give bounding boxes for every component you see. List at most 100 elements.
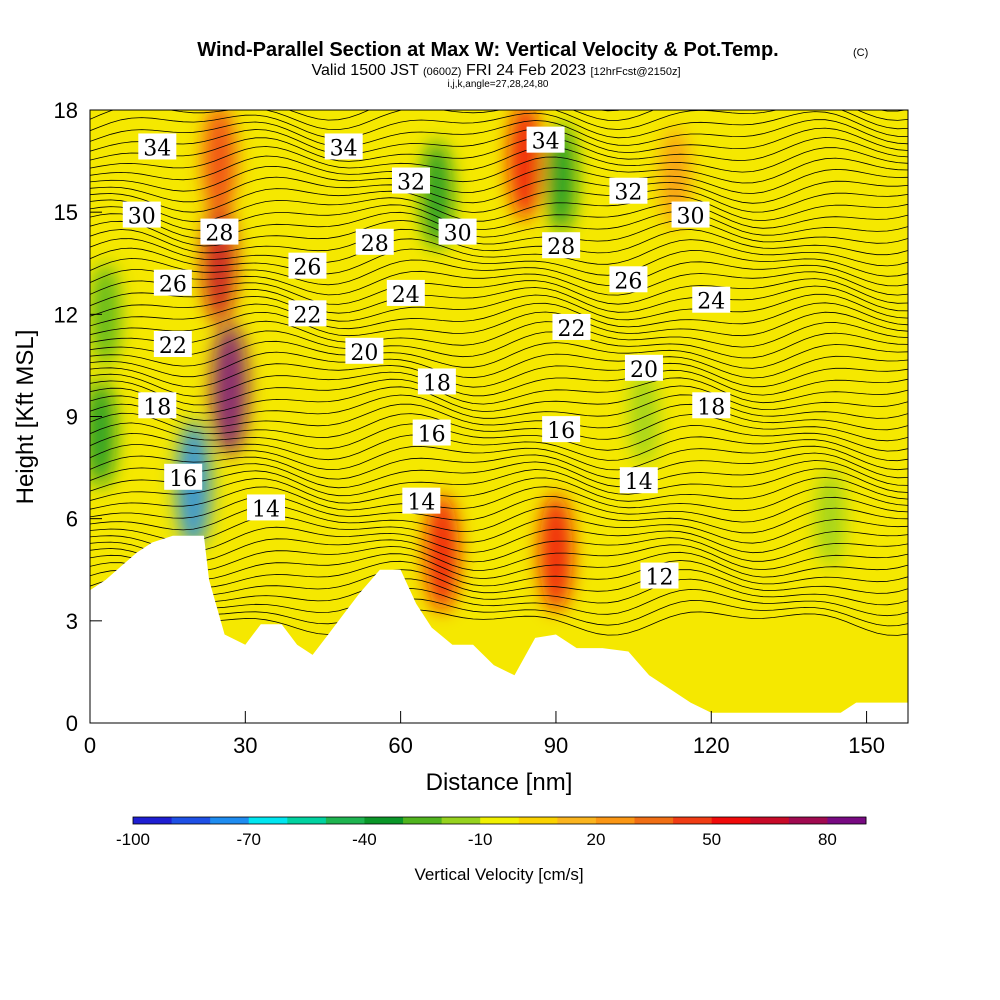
x-tick-label: 150 xyxy=(848,733,885,758)
colorbar-swatch xyxy=(441,817,481,824)
colorbar-tick-label: 80 xyxy=(818,830,837,849)
contour-label: 16 xyxy=(169,467,197,492)
isentrope-line xyxy=(90,238,908,267)
contour-label: 22 xyxy=(159,334,187,359)
subtitle-valid-time: Valid 1500 JST xyxy=(311,62,419,79)
isentrope-line xyxy=(90,486,908,512)
isentrope-line xyxy=(90,495,908,523)
isentrope-line xyxy=(90,537,908,563)
velocity-feature-5 xyxy=(90,379,117,488)
colorbar-swatch xyxy=(557,817,597,824)
isentrope-line xyxy=(90,165,908,194)
contour-label: 34 xyxy=(330,136,358,161)
contour-label-bg xyxy=(609,266,648,293)
isentrope-line xyxy=(90,351,908,379)
isentrope-line xyxy=(90,285,908,314)
contour-label: 18 xyxy=(143,395,171,420)
x-axis: 0 30 60 90 120 150 xyxy=(84,711,885,758)
colorbar-swatch xyxy=(364,817,404,824)
isentrope-line xyxy=(90,385,908,414)
isentrope-line xyxy=(90,340,908,369)
contour-label: 16 xyxy=(547,419,575,444)
isentrope-line xyxy=(90,544,908,572)
contour-label: 20 xyxy=(630,358,658,383)
contour-label-bg xyxy=(386,279,425,306)
colorbar-swatch xyxy=(673,817,713,824)
velocity-feature-13 xyxy=(815,470,845,567)
isentrope-line xyxy=(90,477,908,504)
y-tick-label: 12 xyxy=(54,302,78,327)
isentrope-line xyxy=(90,247,908,277)
contour-label: 28 xyxy=(205,222,233,247)
contour-label-bg xyxy=(200,218,239,245)
isentrope-line xyxy=(90,136,908,162)
colorbar: -100 -70 -40 -10 20 50 80 xyxy=(116,816,867,849)
contour-label: 34 xyxy=(532,130,560,155)
chart-subtitle: Valid 1500 JST (0600Z) FRI 24 Feb 2023 [… xyxy=(311,62,680,79)
contour-label-bg xyxy=(288,252,327,279)
colorbar-tick-label: -10 xyxy=(468,830,493,849)
isentrope-line xyxy=(90,432,908,462)
potential-temperature-contours xyxy=(90,110,908,636)
contour-label-bg xyxy=(247,494,286,521)
x-tick-label: 30 xyxy=(233,733,257,758)
colorbar-swatch xyxy=(595,817,636,824)
contour-label-bg xyxy=(692,392,731,419)
colorbar-swatch xyxy=(403,817,443,824)
isentrope-line xyxy=(90,412,908,442)
isentrope-line xyxy=(90,188,908,213)
isentrope-line xyxy=(90,578,908,606)
isentrope-line xyxy=(90,587,908,617)
y-tick-label: 3 xyxy=(66,609,78,634)
contour-label: 22 xyxy=(557,317,585,342)
x-tick-label: 90 xyxy=(544,733,568,758)
colorbar-swatch xyxy=(750,817,790,824)
isentrope-line xyxy=(90,444,908,471)
isentrope-line xyxy=(90,176,908,204)
colorbar-tick-label: -70 xyxy=(236,830,261,849)
contour-label-bg xyxy=(402,487,441,514)
contour-label: 30 xyxy=(128,205,156,230)
contour-label: 24 xyxy=(392,283,420,308)
y-axis: 0 3 6 9 12 15 18 xyxy=(54,98,102,736)
y-tick-label: 6 xyxy=(66,507,78,532)
contour-label: 14 xyxy=(625,470,653,495)
isentrope-line xyxy=(90,526,908,554)
velocity-feature-2 xyxy=(203,110,236,218)
colorbar-tick-label: 20 xyxy=(586,830,605,849)
colorbar-frame xyxy=(132,816,867,825)
isentrope-line xyxy=(90,394,908,421)
colorbar-swatch xyxy=(325,817,365,824)
x-tick-label: 60 xyxy=(388,733,412,758)
contour-label: 32 xyxy=(397,171,425,196)
isentrope-line xyxy=(90,515,908,544)
velocity-feature-1 xyxy=(211,323,249,456)
isentrope-line xyxy=(90,195,908,223)
isentrope-line xyxy=(90,311,908,337)
isentrope-line xyxy=(90,302,908,330)
contour-label-bg xyxy=(122,201,161,228)
isentrope-line xyxy=(90,278,908,305)
contour-label-bg xyxy=(391,167,430,194)
contour-label-bg xyxy=(552,313,591,340)
contour-label: 14 xyxy=(252,497,280,522)
y-tick-label: 18 xyxy=(54,98,78,123)
subtitle-utc-time: (0600Z) xyxy=(423,66,462,78)
colorbar-tick-label: -100 xyxy=(116,830,150,849)
colorbar-swatch xyxy=(827,817,867,824)
colorbar-swatch xyxy=(634,817,674,824)
chart-title: Wind-Parallel Section at Max W: Vertical… xyxy=(197,39,778,61)
colorbar-swatch xyxy=(210,817,250,824)
contour-label-bg xyxy=(609,177,648,204)
contour-label-bg xyxy=(619,467,658,494)
colorbar-swatch xyxy=(788,817,828,824)
contour-label-bg xyxy=(138,133,177,160)
isentrope-line xyxy=(90,505,908,534)
contour-label-bg xyxy=(164,463,203,490)
colorbar-swatch xyxy=(711,817,751,824)
isentrope-line xyxy=(90,320,908,348)
subtitle-forecast: [12hrFcst@2150z] xyxy=(590,66,680,78)
isentrope-line xyxy=(90,228,908,256)
y-tick-label: 0 xyxy=(66,711,78,736)
isentrope-line xyxy=(90,569,908,596)
